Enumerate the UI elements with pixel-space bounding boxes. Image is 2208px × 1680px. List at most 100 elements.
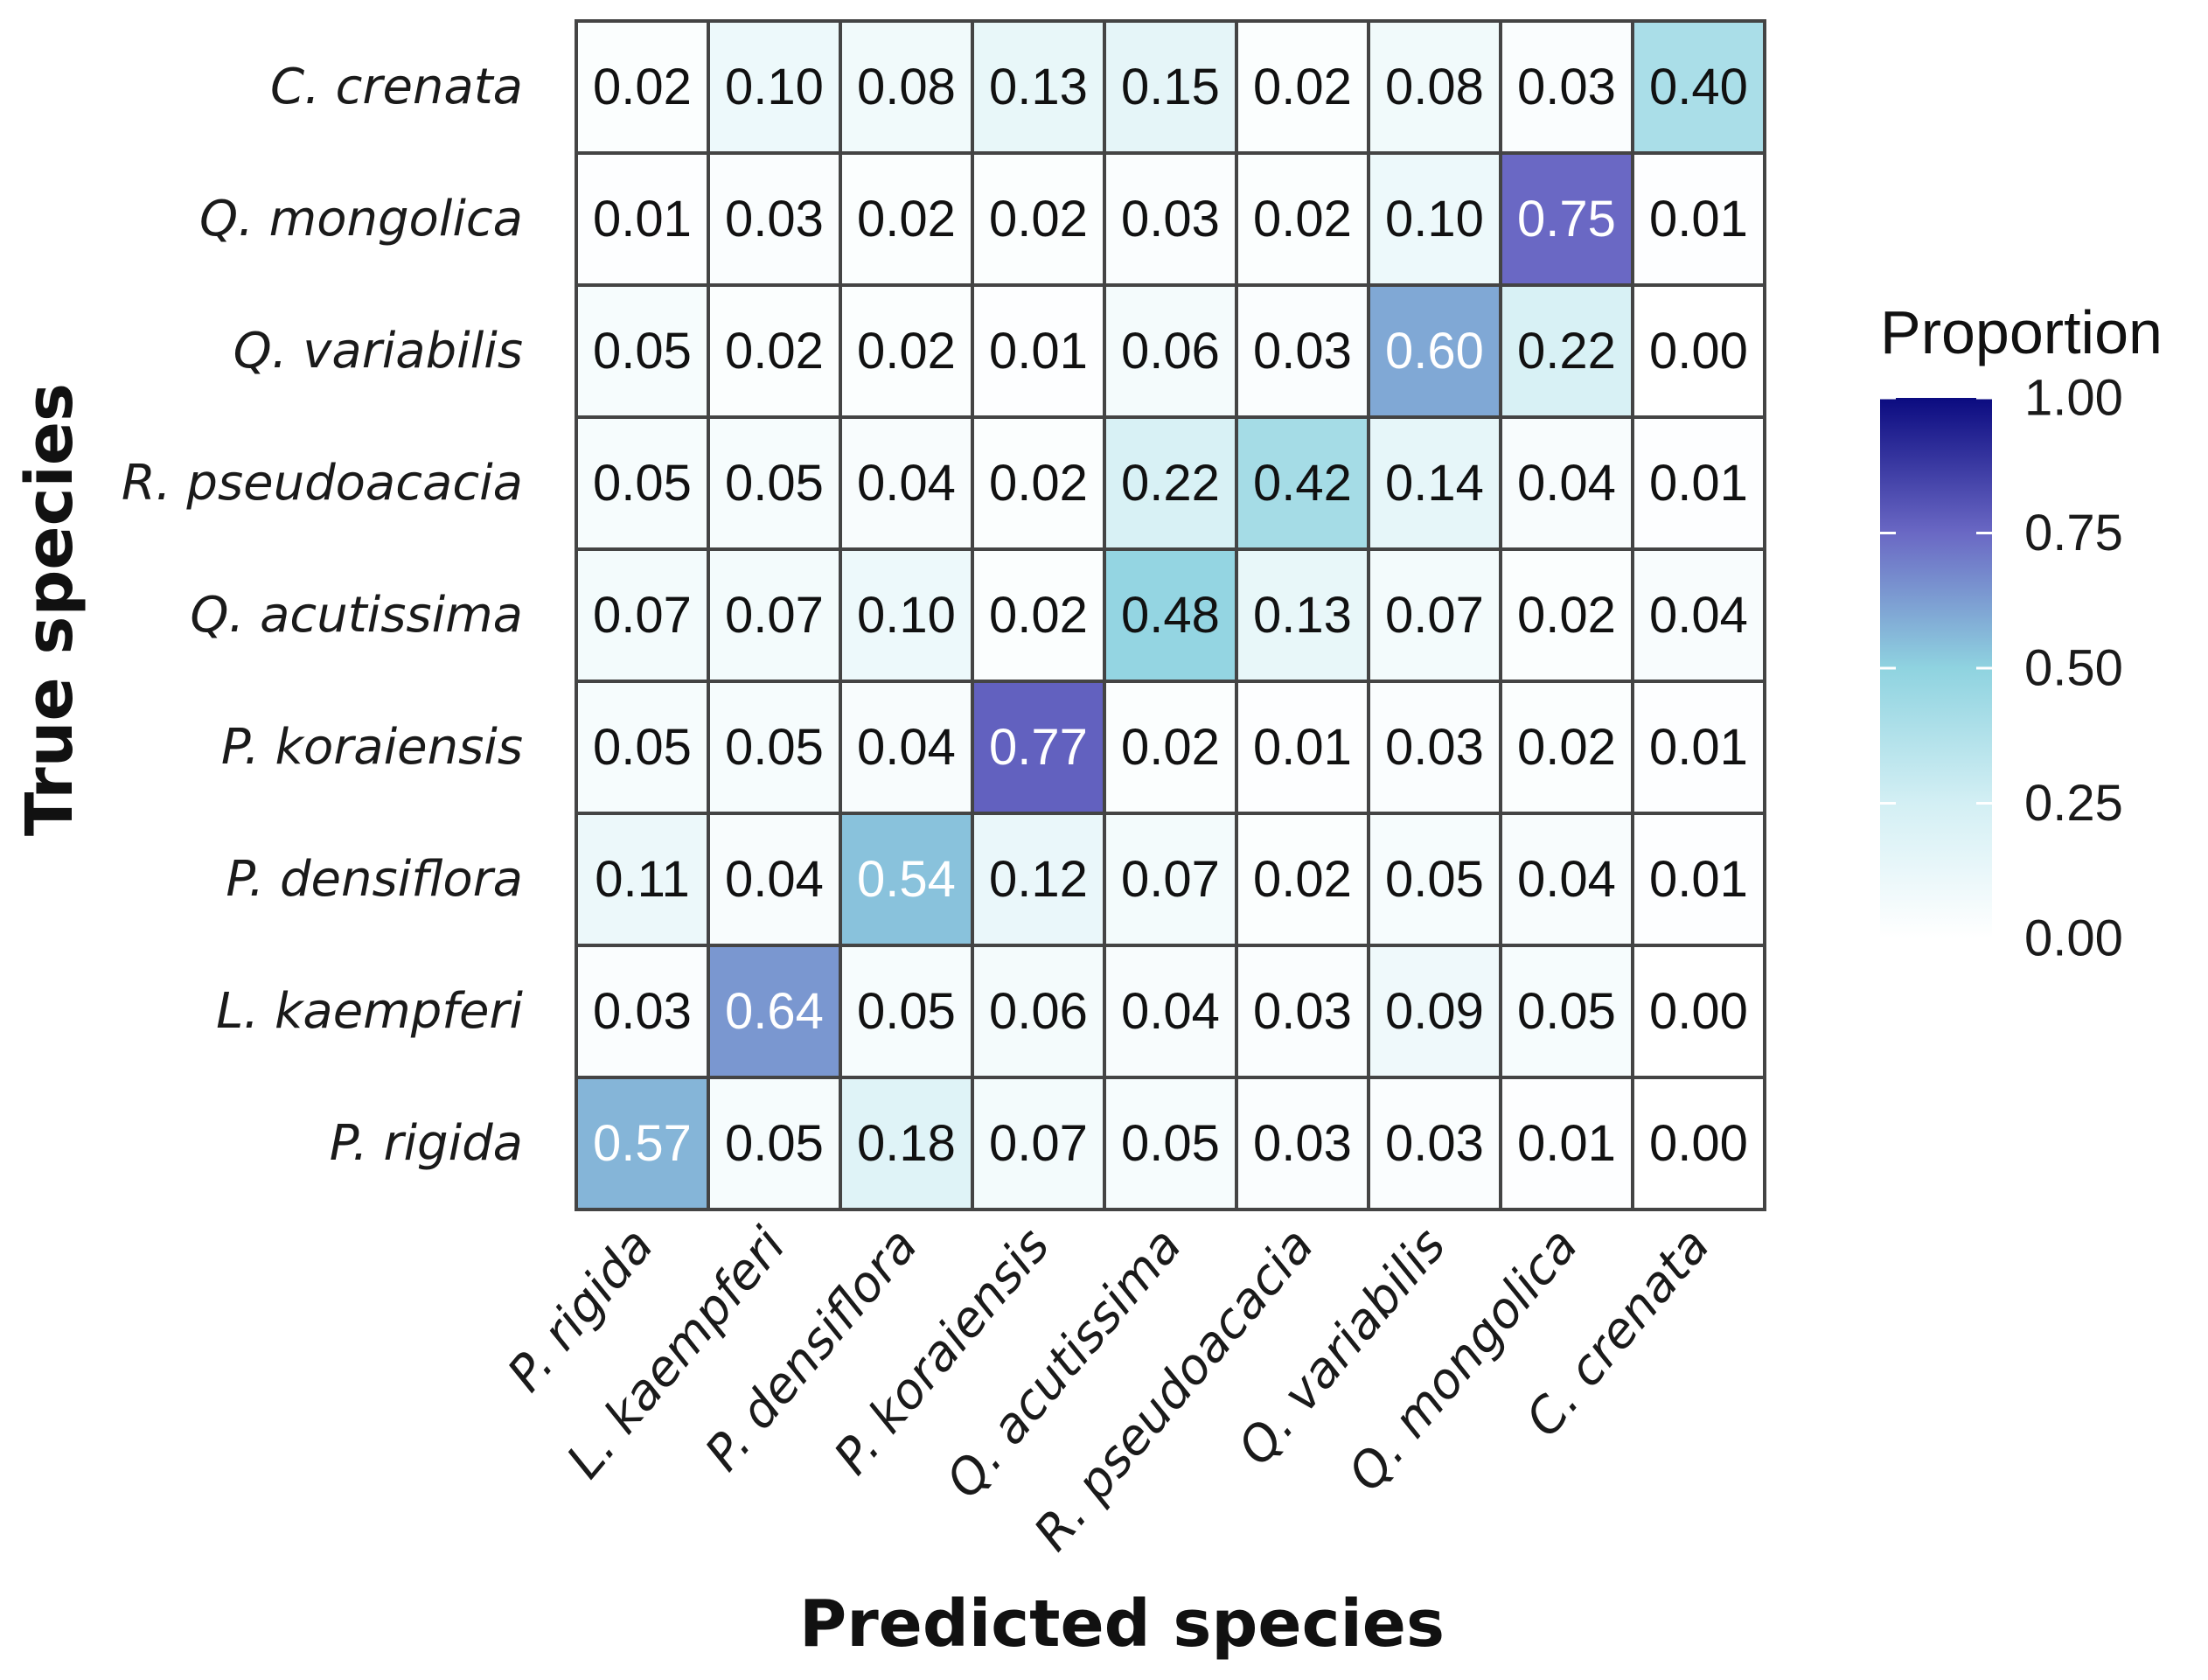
y-tick-label: C. crenata xyxy=(270,59,523,115)
x-tick-label: Q. mongolica xyxy=(1338,1217,1590,1502)
cell-value-label: 0.07 xyxy=(725,587,824,644)
cell-value-label: 0.01 xyxy=(1649,455,1748,512)
heatmap-cell xyxy=(971,547,1106,683)
cell-value-label: 0.10 xyxy=(1385,191,1484,247)
y-tick-label: Q. mongolica xyxy=(199,191,523,247)
cell-value-label: 0.02 xyxy=(1121,719,1220,776)
cell-value-label: 0.13 xyxy=(989,59,1088,115)
x-tick-label: Q. acutissima xyxy=(936,1217,1193,1509)
cell-value-label: 0.11 xyxy=(595,851,690,908)
heatmap-cell xyxy=(575,680,710,815)
cell-value-label: 0.01 xyxy=(989,323,1088,380)
heatmap-cell xyxy=(575,415,710,551)
cell-value-label: 0.06 xyxy=(989,983,1088,1040)
cell-value-label: 0.05 xyxy=(1121,1115,1220,1172)
y-tick-label: Q. variabilis xyxy=(233,323,523,380)
heatmap-cell xyxy=(971,680,1106,815)
heatmap-cell xyxy=(575,151,710,287)
y-tick-label: Q. acutissima xyxy=(190,587,523,644)
heatmap-cell xyxy=(1103,151,1238,287)
heatmap-cell xyxy=(1367,812,1502,947)
cell-value-label: 0.03 xyxy=(1253,323,1352,380)
cell-value-label: 0.01 xyxy=(593,191,692,247)
cell-value-label: 0.07 xyxy=(989,1115,1088,1172)
cell-value-label: 0.08 xyxy=(857,59,956,115)
cell-value-label: 0.02 xyxy=(989,455,1088,512)
cell-value-label: 0.04 xyxy=(1121,983,1220,1040)
legend-colorbar xyxy=(1880,398,1992,938)
cell-value-label: 0.13 xyxy=(1253,587,1352,644)
cell-value-label: 0.06 xyxy=(1121,323,1220,380)
cell-value-label: 0.02 xyxy=(593,59,692,115)
cell-value-label: 0.01 xyxy=(1517,1115,1616,1172)
heatmap-cell xyxy=(575,547,710,683)
legend-tick-label: 0.25 xyxy=(2024,775,2123,832)
heatmap-cell xyxy=(1103,680,1238,815)
cell-value-label: 0.10 xyxy=(857,587,956,644)
cell-value-label: 0.02 xyxy=(1253,191,1352,247)
heatmap-cell xyxy=(1235,1076,1370,1211)
cell-value-label: 0.03 xyxy=(1385,1115,1484,1172)
cell-value-label: 0.18 xyxy=(857,1115,956,1172)
cell-value-label: 0.00 xyxy=(1649,323,1748,380)
legend-title: Proportion xyxy=(1880,298,2163,366)
legend-tick-label: 0.50 xyxy=(2024,640,2123,697)
heatmap-cell xyxy=(1103,944,1238,1079)
cell-value-label: 0.03 xyxy=(1517,59,1616,115)
y-tick-label: P. rigida xyxy=(330,1115,523,1172)
cell-value-label: 0.22 xyxy=(1121,455,1220,512)
heatmap-cell xyxy=(1499,19,1634,155)
cell-value-label: 0.04 xyxy=(1649,587,1748,644)
heatmap-cell xyxy=(575,1076,710,1211)
heatmap-cell xyxy=(707,19,842,155)
cell-value-label: 0.01 xyxy=(1649,719,1748,776)
heatmap-cell xyxy=(707,680,842,815)
cell-value-label: 0.77 xyxy=(989,719,1088,776)
cell-value-label: 0.01 xyxy=(1649,191,1748,247)
cell-value-label: 0.04 xyxy=(1517,851,1616,908)
cell-value-label: 0.14 xyxy=(1385,455,1484,512)
heatmap-cell xyxy=(1235,19,1370,155)
cell-value-label: 0.48 xyxy=(1121,587,1220,644)
cell-value-label: 0.05 xyxy=(593,323,692,380)
cell-value-label: 0.01 xyxy=(1253,719,1352,776)
legend-tick-label: 1.00 xyxy=(2024,370,2123,427)
cell-value-label: 0.05 xyxy=(725,1115,824,1172)
cell-value-label: 0.04 xyxy=(857,719,956,776)
heatmap-cell xyxy=(1499,680,1634,815)
legend-tick-label: 0.75 xyxy=(2024,505,2123,561)
heatmap-cell xyxy=(1631,415,1766,551)
heatmap-cell xyxy=(1631,944,1766,1079)
cell-value-label: 0.07 xyxy=(1121,851,1220,908)
heatmap-cell xyxy=(839,1076,974,1211)
cell-value-label: 0.12 xyxy=(989,851,1088,908)
cell-value-label: 0.42 xyxy=(1253,455,1352,512)
cell-value-label: 0.04 xyxy=(857,455,956,512)
heatmap-cell xyxy=(1499,151,1634,287)
heatmap-cell xyxy=(1367,151,1502,287)
cell-value-label: 0.22 xyxy=(1517,323,1616,380)
heatmap-cell xyxy=(707,415,842,551)
heatmap-cell xyxy=(1103,1076,1238,1211)
cell-value-label: 0.02 xyxy=(989,191,1088,247)
heatmap-cell xyxy=(707,812,842,947)
cell-value-label: 0.02 xyxy=(725,323,824,380)
cell-value-label: 0.03 xyxy=(1385,719,1484,776)
cell-value-label: 0.03 xyxy=(593,983,692,1040)
heatmap-cell xyxy=(839,944,974,1079)
cell-value-label: 0.05 xyxy=(593,455,692,512)
y-tick-label: L. kaempferi xyxy=(216,983,523,1040)
y-axis-tick-labels: C. crenata Q. mongolica Q. variabilis R. ps… xyxy=(122,59,524,1172)
cell-value-label: 0.08 xyxy=(1385,59,1484,115)
cell-value-label: 0.05 xyxy=(593,719,692,776)
cell-value-label: 0.03 xyxy=(1121,191,1220,247)
heatmap-cell xyxy=(839,680,974,815)
cell-value-label: 0.02 xyxy=(857,323,956,380)
heatmap-cell xyxy=(575,944,710,1079)
cell-value-label: 0.10 xyxy=(725,59,824,115)
heatmap-cell xyxy=(1631,1076,1766,1211)
cell-value-label: 0.75 xyxy=(1517,191,1616,247)
heatmap-cell xyxy=(971,944,1106,1079)
